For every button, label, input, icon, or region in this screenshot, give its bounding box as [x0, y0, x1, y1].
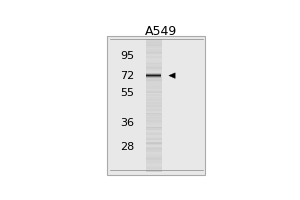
Bar — [146, 102, 162, 104]
Bar — [146, 46, 162, 48]
Bar — [146, 132, 162, 134]
Bar — [146, 113, 162, 114]
Bar — [146, 124, 162, 125]
Text: 28: 28 — [120, 142, 134, 152]
Text: 36: 36 — [120, 118, 134, 128]
Bar — [146, 92, 162, 93]
Bar — [146, 74, 162, 76]
Bar — [146, 147, 162, 149]
Bar — [146, 64, 162, 66]
Bar — [146, 155, 162, 157]
Bar — [146, 162, 162, 164]
Bar — [146, 137, 162, 139]
Bar — [146, 138, 162, 140]
Bar — [146, 100, 162, 102]
Bar — [146, 75, 161, 76]
Bar — [146, 79, 162, 81]
Bar — [146, 114, 162, 116]
Bar — [146, 127, 162, 128]
Bar — [146, 127, 162, 129]
Bar — [146, 72, 162, 74]
Bar — [146, 168, 162, 170]
Bar — [146, 150, 162, 152]
Bar — [146, 117, 162, 119]
Bar — [146, 85, 162, 87]
Bar — [146, 76, 162, 77]
Bar — [146, 44, 162, 46]
Bar — [146, 52, 162, 54]
Bar — [146, 142, 162, 144]
Bar — [146, 95, 162, 97]
Bar — [146, 47, 162, 49]
Bar — [146, 115, 162, 117]
Bar — [146, 62, 162, 64]
Bar — [146, 67, 162, 69]
Polygon shape — [169, 73, 175, 78]
Bar — [146, 158, 162, 160]
Bar — [146, 73, 161, 75]
Bar — [146, 39, 162, 172]
Bar — [146, 59, 162, 61]
Bar — [146, 107, 162, 109]
Bar — [146, 54, 162, 56]
Bar — [146, 39, 162, 41]
Bar — [146, 61, 162, 63]
Bar — [146, 105, 162, 107]
Bar — [146, 92, 162, 94]
Bar — [146, 76, 161, 78]
Bar — [146, 167, 162, 169]
Text: A549: A549 — [145, 25, 177, 38]
Bar — [146, 69, 162, 71]
Bar — [146, 66, 162, 68]
Bar — [146, 157, 162, 159]
Text: 95: 95 — [120, 51, 134, 61]
Bar — [107, 36, 205, 175]
Bar — [146, 145, 162, 147]
Bar — [146, 41, 162, 43]
Bar — [146, 160, 162, 162]
Bar — [146, 71, 162, 73]
Bar — [146, 142, 162, 144]
Bar — [146, 148, 162, 150]
Bar — [146, 125, 162, 127]
Bar — [146, 77, 162, 79]
Bar — [146, 74, 161, 75]
Bar — [146, 135, 162, 137]
Bar — [146, 90, 162, 92]
Bar — [146, 130, 162, 132]
Bar — [146, 104, 162, 106]
Bar — [146, 140, 162, 142]
Bar — [146, 112, 162, 114]
Bar — [146, 51, 162, 53]
Bar — [146, 120, 162, 122]
Bar — [146, 109, 162, 111]
Bar — [146, 82, 162, 84]
Bar — [146, 165, 162, 167]
Bar — [146, 42, 162, 44]
Bar — [146, 56, 162, 58]
Bar — [146, 94, 162, 96]
Bar — [146, 87, 162, 89]
Bar — [146, 152, 162, 154]
Bar — [146, 57, 162, 59]
Bar — [146, 110, 162, 112]
Bar — [146, 89, 162, 91]
Bar — [146, 97, 162, 99]
Bar — [146, 80, 162, 82]
Bar — [146, 84, 162, 86]
Bar — [146, 119, 162, 121]
Bar — [146, 133, 162, 135]
Bar — [146, 128, 162, 130]
Bar — [146, 143, 162, 145]
Text: 72: 72 — [120, 71, 134, 81]
Bar — [146, 99, 162, 101]
Bar — [146, 170, 162, 172]
Bar — [146, 153, 162, 155]
Bar — [146, 163, 162, 165]
Bar — [146, 75, 161, 77]
Bar — [146, 49, 162, 51]
Text: 55: 55 — [120, 88, 134, 98]
Bar — [146, 122, 162, 124]
